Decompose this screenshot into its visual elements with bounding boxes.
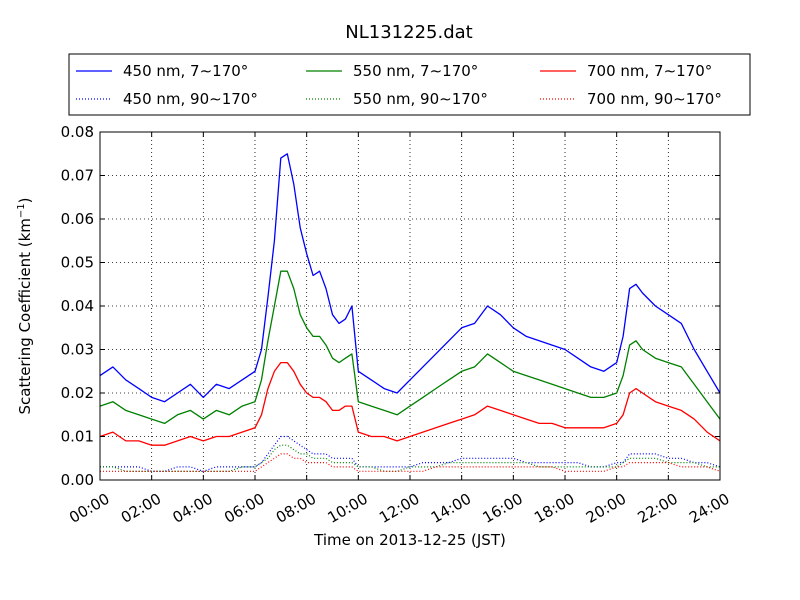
y-axis-label-close: )	[16, 197, 34, 203]
chart-title: NL131225.dat	[345, 22, 472, 43]
legend-label: 700 nm, 7∼170°	[587, 62, 712, 80]
x-tick-label: 24:00	[686, 490, 732, 527]
y-tick-label: 0.03	[61, 341, 94, 359]
y-tick-labels: 0.00 0.01 0.02 0.03 0.04 0.05 0.06 0.07 0.08	[61, 123, 94, 489]
legend-label: 550 nm, 90∼170°	[353, 90, 488, 108]
y-axis-label: Scattering Coefficient (km−1)	[16, 197, 34, 414]
y-tick-label: 0.00	[61, 471, 94, 489]
x-tick-label: 18:00	[531, 490, 577, 527]
legend-box	[68, 53, 751, 116]
y-tick-label: 0.01	[61, 428, 94, 446]
series-line-3	[99, 361, 721, 446]
x-tick-label: 02:00	[118, 490, 164, 527]
x-tick-label: 04:00	[169, 490, 215, 527]
x-tick-label: 00:00	[66, 490, 112, 527]
x-tick-label: 08:00	[273, 490, 319, 527]
y-tick-label: 0.07	[61, 167, 94, 185]
y-tick-label: 0.08	[61, 123, 94, 141]
x-tick-label: 10:00	[324, 490, 370, 527]
y-tick-label: 0.06	[61, 210, 94, 228]
y-axis-label-text: Scattering Coefficient (km	[16, 218, 34, 414]
series-line-6	[100, 453, 721, 472]
legend: 450 nm, 7∼170° 550 nm, 7∼170° 700 nm, 7∼17…	[68, 53, 751, 116]
y-tick-label: 0.05	[61, 254, 94, 272]
x-tick-label: 06:00	[221, 490, 267, 527]
series-line-1	[99, 153, 721, 403]
legend-label: 700 nm, 90∼170°	[587, 90, 722, 108]
x-tick-label: 22:00	[634, 490, 680, 527]
y-axis-label-exponent: −1	[16, 203, 27, 218]
y-tick-label: 0.02	[61, 384, 94, 402]
series-lines	[99, 153, 721, 472]
legend-label: 450 nm, 7∼170°	[123, 62, 248, 80]
legend-label: 450 nm, 90∼170°	[123, 90, 258, 108]
x-tick-label: 12:00	[376, 490, 422, 527]
x-axis-label: Time on 2013-12-25 (JST)	[313, 531, 506, 549]
y-tick-label: 0.04	[61, 297, 94, 315]
x-tick-label: 16:00	[479, 490, 525, 527]
legend-label: 550 nm, 7∼170°	[353, 62, 478, 80]
plot-area	[99, 131, 721, 481]
ticks	[99, 131, 721, 481]
x-tick-labels: 00:00 02:00 04:00 06:00 08:00 10:00 12:00 14:00…	[66, 490, 732, 527]
series-line-2	[99, 270, 721, 425]
x-tick-label: 14:00	[428, 490, 474, 527]
x-tick-label: 20:00	[583, 490, 629, 527]
